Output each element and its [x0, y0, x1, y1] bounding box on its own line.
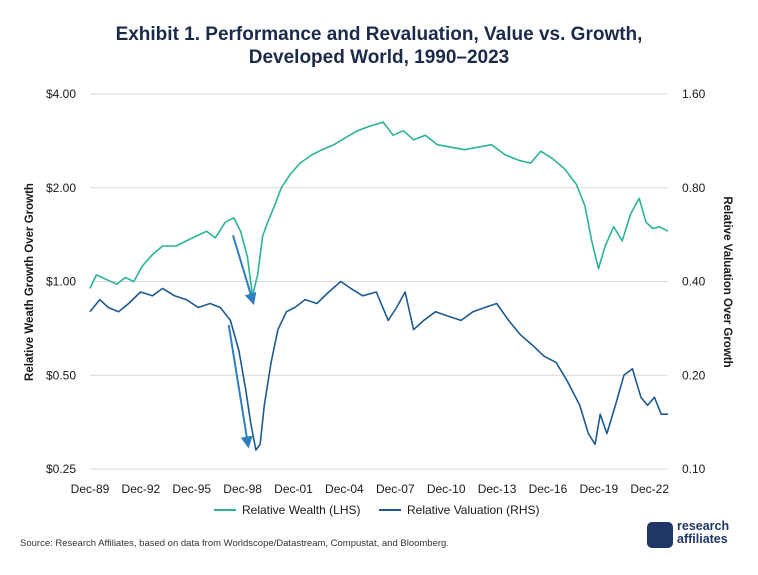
y-right-tick-label: 0.40 — [682, 275, 706, 289]
y-axis-label-left: Relative Weath Growth Over Growth — [24, 183, 36, 381]
x-tick-label: Dec-22 — [630, 482, 669, 496]
y-left-tick-label: $0.50 — [46, 368, 76, 382]
x-tick-label: Dec-10 — [427, 482, 466, 496]
source-note: Source: Research Affiliates, based on da… — [20, 538, 449, 549]
arrow-valuation-trough — [227, 324, 253, 449]
x-tick-label: Dec-89 — [71, 482, 110, 496]
y-left-tick-label: $2.00 — [46, 181, 76, 195]
series-line-relative-valuation — [89, 280, 668, 451]
x-tick-label: Dec-01 — [274, 482, 313, 496]
y-left-tick-label: $4.00 — [46, 87, 76, 101]
logo-line2: affiliates — [677, 532, 728, 546]
legend-label: Relative Valuation (RHS) — [407, 503, 540, 517]
series-lines — [89, 121, 669, 451]
y-right-tick-label: 0.20 — [682, 368, 706, 382]
gridlines — [90, 93, 668, 470]
y-left-tick-label: $1.00 — [46, 275, 76, 289]
chart-title-line1: Exhibit 1. Performance and Revaluation, … — [115, 24, 643, 45]
y-right-tick-label: 0.80 — [682, 181, 706, 195]
y-axis-label-right: Relative Valuation Over Growth — [721, 196, 733, 367]
logo-line1: research — [677, 519, 730, 533]
chart-title-line2: Developed World, 1990–2023 — [248, 47, 510, 68]
x-tick-label: Dec-07 — [376, 482, 415, 496]
x-tick-label: Dec-16 — [529, 482, 568, 496]
series-line-relative-wealth — [89, 121, 669, 297]
x-tick-label: Dec-98 — [223, 482, 262, 496]
y-left-tick-label: $0.25 — [46, 462, 76, 476]
y-right-tick-label: 0.10 — [682, 462, 706, 476]
logo-mark-icon — [647, 522, 673, 548]
x-tick-label: Dec-19 — [579, 482, 618, 496]
x-tick-label: Dec-95 — [172, 482, 211, 496]
annotation-arrows — [227, 234, 257, 449]
legend-label: Relative Wealth (LHS) — [242, 503, 361, 517]
legend: Relative Wealth (LHS) Relative Valuation … — [214, 503, 540, 517]
tick-labels: $4.00 $2.00 $1.00 $0.50 $0.25 1.60 0.80 0.40 0.2… — [46, 87, 706, 496]
x-tick-label: Dec-92 — [122, 482, 161, 496]
arrow-wealth-trough — [232, 234, 257, 306]
research-affiliates-logo: research affiliates — [647, 518, 747, 554]
y-right-tick-label: 1.60 — [682, 87, 706, 101]
x-tick-label: Dec-04 — [325, 482, 364, 496]
x-tick-label: Dec-13 — [478, 482, 517, 496]
